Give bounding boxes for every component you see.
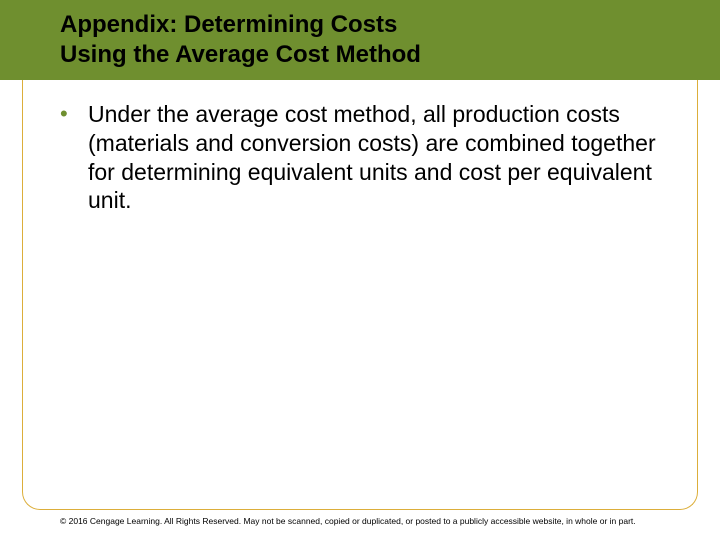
- slide-body: • Under the average cost method, all pro…: [60, 100, 670, 215]
- title-line-2: Using the Average Cost Method: [60, 41, 421, 68]
- bullet-item: • Under the average cost method, all pro…: [60, 100, 670, 215]
- copyright-footer: © 2016 Cengage Learning. All Rights Rese…: [60, 516, 700, 526]
- bullet-marker: •: [60, 100, 88, 128]
- slide-header: Appendix: Determining Costs Using the Av…: [0, 0, 720, 80]
- title-line-1: Appendix: Determining Costs: [60, 11, 397, 38]
- bullet-text: Under the average cost method, all produ…: [88, 100, 670, 215]
- slide-title: Appendix: Determining Costs Using the Av…: [60, 10, 720, 70]
- slide: Appendix: Determining Costs Using the Av…: [0, 0, 720, 540]
